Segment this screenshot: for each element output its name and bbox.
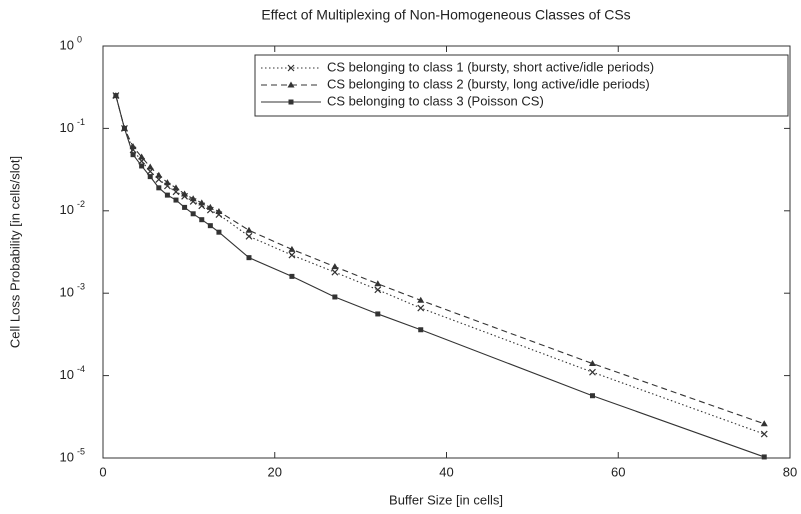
y-tick-sup: -1 xyxy=(77,117,85,127)
marker xyxy=(761,454,767,460)
marker xyxy=(288,251,296,259)
marker xyxy=(130,152,136,158)
x-tick-label: 80 xyxy=(783,464,797,479)
y-tick-sup: 0 xyxy=(77,34,82,44)
y-tick-label: 10 xyxy=(60,367,74,382)
x-tick-label: 60 xyxy=(611,464,625,479)
legend-box xyxy=(254,54,789,117)
marker xyxy=(245,232,253,240)
marker xyxy=(588,360,596,367)
marker xyxy=(331,263,339,270)
y-tick-label: 10 xyxy=(60,37,74,52)
legend-marker xyxy=(288,99,294,105)
marker xyxy=(181,190,189,197)
marker xyxy=(156,185,162,191)
marker xyxy=(163,179,171,186)
marker xyxy=(190,211,196,217)
marker xyxy=(216,229,222,235)
marker xyxy=(332,294,338,300)
marker xyxy=(374,280,382,287)
y-axis-label: Cell Loss Probability [in cells/slot] xyxy=(7,156,22,348)
x-tick-label: 20 xyxy=(268,464,282,479)
marker xyxy=(164,192,170,198)
series-line xyxy=(115,95,765,458)
legend-label: CS belonging to class 1 (bursty, short a… xyxy=(327,59,654,74)
y-tick-sup: -5 xyxy=(77,446,85,456)
y-tick-sup: -4 xyxy=(77,364,85,374)
marker xyxy=(288,245,296,252)
marker xyxy=(589,393,595,399)
marker xyxy=(139,163,145,169)
marker xyxy=(760,420,768,427)
marker xyxy=(374,286,382,294)
marker xyxy=(589,368,596,376)
marker xyxy=(246,255,252,261)
marker xyxy=(182,204,188,210)
marker xyxy=(138,153,146,160)
marker xyxy=(375,311,381,317)
y-tick-sup: -3 xyxy=(77,282,85,292)
marker xyxy=(121,125,127,131)
marker xyxy=(215,208,223,215)
legend-marker xyxy=(287,81,295,88)
y-tick-label: 10 xyxy=(60,449,74,464)
marker xyxy=(155,171,163,178)
legend-label: CS belonging to class 3 (Poisson CS) xyxy=(327,93,544,108)
marker xyxy=(198,199,206,206)
x-tick-label: 40 xyxy=(439,464,453,479)
marker xyxy=(113,93,119,99)
chart-title: Effect of Multiplexing of Non-Homogeneou… xyxy=(261,7,630,23)
y-tick-label: 10 xyxy=(60,202,74,217)
marker xyxy=(173,197,179,203)
legend-marker xyxy=(287,64,295,72)
marker xyxy=(760,430,768,438)
y-tick-label: 10 xyxy=(60,285,74,300)
marker xyxy=(146,163,154,170)
marker xyxy=(199,217,205,223)
marker xyxy=(417,304,425,312)
marker xyxy=(147,174,153,180)
y-tick-sup: -2 xyxy=(77,199,85,209)
x-axis-label: Buffer Size [in cells] xyxy=(389,492,503,507)
marker xyxy=(418,327,424,333)
series-line xyxy=(115,95,765,435)
marker xyxy=(331,268,339,276)
marker xyxy=(207,223,213,229)
x-tick-label: 0 xyxy=(99,464,106,479)
y-tick-label: 10 xyxy=(60,120,74,135)
marker xyxy=(172,184,180,191)
marker xyxy=(417,296,425,303)
marker xyxy=(289,273,295,279)
series-line xyxy=(115,95,765,425)
legend-label: CS belonging to class 2 (bursty, long ac… xyxy=(327,76,650,91)
marker xyxy=(206,203,214,210)
marker xyxy=(245,226,253,233)
marker xyxy=(189,195,197,202)
